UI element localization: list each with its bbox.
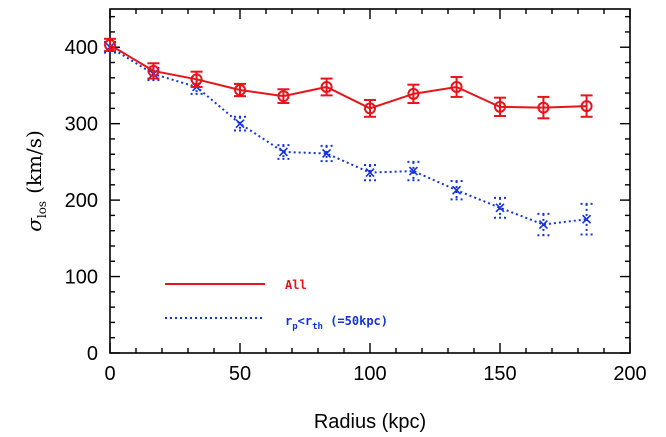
legend-p: p	[292, 322, 298, 332]
legend-rest: (=50kpc)	[323, 314, 388, 328]
data-point	[580, 100, 593, 113]
data-point	[452, 185, 462, 195]
data-point	[364, 102, 376, 115]
data-point	[322, 148, 332, 159]
data-point	[104, 38, 116, 51]
y-axis-subscript: los	[35, 201, 49, 218]
legend-label-all: All	[285, 278, 307, 292]
data-point	[494, 100, 506, 113]
legend-label-rp: rp<rth (=50kpc)	[285, 314, 388, 332]
data-point	[538, 220, 548, 230]
data-point	[450, 80, 463, 93]
y-tick-label: 400	[65, 37, 98, 59]
legend-r2: r	[305, 314, 312, 328]
legend-th: th	[312, 322, 323, 332]
data-point	[190, 73, 203, 86]
legend: All rp<rth (=50kpc)	[165, 278, 388, 332]
y-tick-labels: 0 100 200 300 400	[65, 37, 98, 365]
data-point	[235, 119, 245, 129]
x-tick-label: 200	[613, 363, 646, 385]
series-all	[104, 37, 593, 120]
y-axis-unit: (km/s)	[22, 130, 46, 194]
y-tick-label: 200	[65, 190, 98, 212]
y-tick-label: 0	[87, 343, 98, 365]
x-tick-label: 50	[229, 363, 251, 385]
data-point	[408, 166, 418, 176]
data-point	[582, 214, 592, 224]
data-point	[277, 90, 290, 103]
y-tick-label: 300	[65, 114, 98, 136]
x-tick-labels: 0 50 100 150 200	[104, 363, 646, 385]
y-tick-label: 100	[65, 267, 98, 289]
data-point	[537, 101, 550, 114]
y-axis-symbol: σ	[22, 217, 46, 232]
series-line	[109, 44, 587, 110]
y-axis-title: σlos (km/s)	[22, 130, 49, 232]
data-point	[407, 87, 420, 100]
legend-lt: <	[298, 314, 305, 328]
data-point	[278, 147, 288, 157]
data-point	[365, 168, 375, 178]
x-tick-label: 100	[353, 363, 386, 385]
x-tick-label: 0	[104, 363, 115, 385]
data-point	[495, 203, 505, 213]
data-point	[147, 64, 160, 77]
series-line	[109, 46, 587, 226]
x-tick-label: 150	[483, 363, 516, 385]
series-rp-lt-rth	[104, 40, 593, 237]
x-axis-title: Radius (kpc)	[314, 411, 426, 433]
data-point	[320, 80, 333, 93]
legend-r: r	[285, 314, 292, 328]
data-point	[234, 84, 246, 97]
series-layer	[104, 37, 593, 237]
